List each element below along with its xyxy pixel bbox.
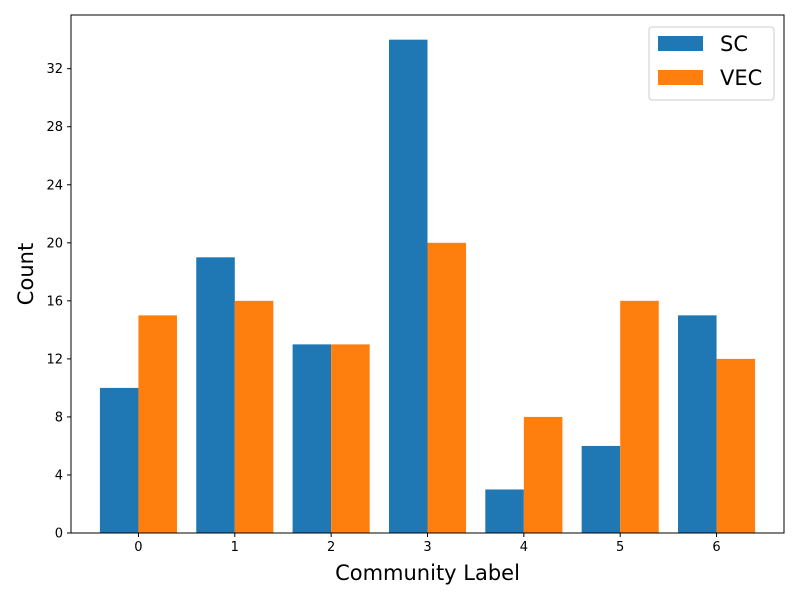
y-tick-label: 28	[46, 120, 63, 135]
bar-sc-5	[581, 445, 621, 533]
bar-sc-4	[485, 489, 524, 533]
bar-vec-1	[234, 300, 274, 533]
y-tick-label: 24	[46, 178, 63, 193]
bar-sc-6	[678, 315, 717, 533]
bar-vec-2	[331, 344, 370, 533]
legend-label-vec: VEC	[720, 66, 762, 90]
y-tick-label: 20	[46, 236, 63, 251]
x-tick-label: 3	[423, 540, 431, 555]
x-axis-title: Community Label	[335, 561, 520, 585]
x-tick-label: 2	[327, 540, 335, 555]
y-tick-label: 32	[46, 62, 63, 77]
legend-label-sc: SC	[720, 32, 748, 56]
bar-sc-2	[292, 344, 332, 533]
x-tick-label: 1	[231, 540, 239, 555]
y-tick-label: 8	[55, 410, 63, 425]
y-tick-label: 0	[55, 527, 63, 542]
legend: SC VEC	[648, 26, 775, 101]
y-axis-ticks: 0 4 8 12 16 20 24 28 32	[46, 62, 71, 542]
y-tick-label: 4	[55, 468, 63, 483]
x-tick-label: 0	[134, 540, 142, 555]
bar-vec-4	[523, 416, 563, 533]
bar-sc-1	[196, 257, 235, 533]
bar-vec-6	[716, 358, 756, 533]
y-tick-label: 12	[46, 352, 63, 367]
bars-group	[99, 39, 756, 534]
bar-vec-0	[138, 315, 177, 533]
x-tick-label: 6	[712, 540, 720, 555]
legend-swatch-vec	[658, 70, 703, 85]
bar-sc-3	[388, 39, 428, 534]
x-axis-ticks: 0 1 2 3 4 5 6	[134, 533, 721, 555]
x-tick-label: 4	[520, 540, 528, 555]
x-tick-label: 5	[616, 540, 624, 555]
y-axis-title: Count	[14, 243, 38, 305]
bar-vec-5	[620, 300, 659, 533]
bar-vec-3	[427, 242, 467, 533]
y-tick-label: 16	[46, 294, 63, 309]
legend-swatch-sc	[658, 36, 703, 51]
bar-sc-0	[99, 387, 139, 533]
